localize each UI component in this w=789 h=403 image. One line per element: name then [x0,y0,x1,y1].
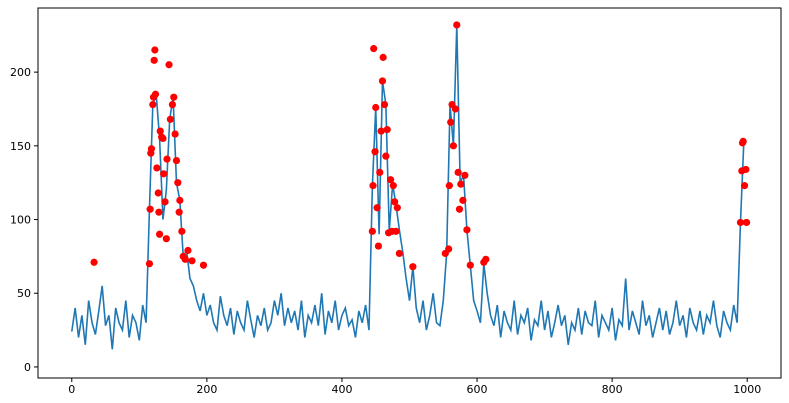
data-point [373,204,381,212]
data-point [149,100,157,109]
data-point [162,235,170,243]
x-tick-label: 800 [602,383,623,396]
data-point [377,127,385,135]
data-point [378,77,387,85]
data-point [386,176,395,184]
data-point [395,249,403,258]
data-point [166,115,174,123]
data-point [178,227,186,235]
y-tick-label: 50 [17,287,31,300]
data-point [159,134,167,143]
data-point [170,93,178,101]
plot-frame [37,7,782,379]
data-point [369,182,377,190]
data-point [449,142,458,150]
data-point [151,90,160,98]
data-point [445,245,453,253]
data-point [150,56,158,64]
data-point [392,227,400,235]
data-point [147,145,156,153]
data-point [171,130,179,138]
data-point [739,137,747,146]
x-tick-label: 600 [467,383,488,396]
data-point [376,168,384,176]
data-point [154,189,162,197]
x-tick-label: 1000 [733,383,761,396]
data-point [368,227,376,235]
data-point [383,126,391,134]
data-point [151,46,159,54]
data-point [156,127,164,135]
data-point [380,100,389,109]
y-tick-label: 150 [10,140,31,153]
data-point [393,204,401,212]
data-point [175,208,183,216]
data-point [372,103,380,112]
x-tick-label: 400 [331,383,352,396]
data-point [736,218,745,227]
data-point [145,260,154,268]
data-point [181,255,189,263]
data-point [163,155,171,163]
data-point [391,198,399,206]
x-tick-label: 0 [68,383,75,396]
data-point [174,179,182,187]
data-point [463,226,471,234]
y-tick-label: 200 [10,66,31,79]
data-point [740,182,749,190]
y-tick-label: 100 [10,214,31,227]
data-point [374,242,383,250]
data-point [153,164,161,172]
data-point [370,44,378,53]
data-point [161,198,169,206]
data-point [199,261,208,269]
data-point [146,205,154,213]
data-point [453,21,461,29]
data-point [155,230,164,238]
data-point [160,170,168,178]
data-point [168,100,177,109]
data-point [379,53,387,61]
data-point [455,205,464,213]
data-point [188,257,196,265]
data-point [457,180,465,188]
data-point [371,148,379,156]
data-point [155,208,163,216]
data-point [459,196,467,204]
data-point [172,156,181,165]
data-point [184,246,192,255]
x-tick-label: 200 [196,383,217,396]
data-point [382,152,390,160]
data-point [466,261,474,269]
data-point [409,263,417,271]
y-tick-label: 0 [24,361,31,374]
data-point [482,255,490,263]
data-point [742,218,751,227]
data-point [461,171,469,179]
data-point [165,61,173,69]
data-point [742,165,750,174]
data-point [447,118,455,126]
data-point [389,182,397,190]
data-point [454,168,462,176]
data-point [445,182,453,190]
data-point [451,105,460,113]
data-point [176,196,184,204]
data-point [90,258,98,266]
